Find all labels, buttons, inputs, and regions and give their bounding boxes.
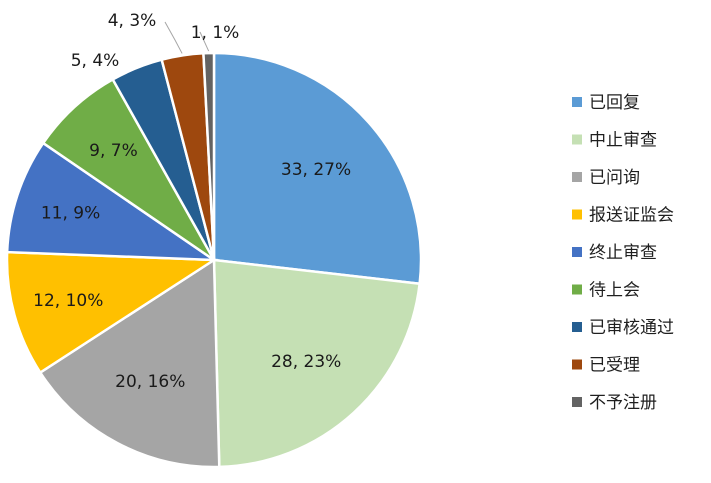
pie-slice-9: [202, 51, 216, 261]
legend-label-1: 已回复: [589, 93, 640, 113]
legend-swatch-9: [572, 397, 582, 407]
legend-swatch-7: [572, 322, 582, 332]
data-label-7: 5, 4%: [71, 51, 120, 71]
legend-label-6: 待上会: [589, 281, 640, 301]
legend-swatch-8: [572, 359, 582, 370]
data-label-9: 1, 1%: [191, 23, 240, 43]
leader-line-8: [164, 21, 183, 54]
legend-label-5: 终止审查: [589, 243, 657, 263]
legend-label-2: 中止审查: [589, 131, 657, 151]
data-label-2: 28, 23%: [271, 352, 341, 372]
legend-swatch-4: [572, 209, 582, 220]
data-labels: 33, 27% 28, 23% 20, 16% 12, 10% 11, 9% 9, 7% 5…: [33, 11, 351, 392]
pie-slices: [5, 51, 423, 469]
leader-line-9: [199, 31, 210, 52]
pie-slice-4: [5, 250, 218, 375]
legend-label-8: 已受理: [589, 356, 640, 376]
legend-label-7: 已审核通过: [589, 318, 674, 338]
pie-slice-3: [38, 257, 221, 469]
legend-label-9: 不予注册: [589, 393, 657, 413]
legend-label-3: 已问询: [589, 168, 640, 188]
legend-swatch-6: [572, 284, 582, 295]
legend-swatch-1: [572, 97, 582, 107]
data-label-4: 12, 10%: [33, 291, 103, 311]
pie-slice-2: [212, 258, 422, 469]
leader-lines: [164, 21, 210, 54]
data-label-5: 11, 9%: [41, 204, 100, 224]
legend-swatch-2: [572, 134, 582, 145]
legend-swatch-3: [572, 172, 582, 182]
data-label-6: 9, 7%: [89, 141, 138, 161]
data-label-1: 33, 27%: [281, 160, 351, 180]
legend-label-4: 报送证监会: [589, 206, 674, 226]
pie-slice-1: [212, 51, 423, 286]
data-label-8: 4, 3%: [108, 11, 157, 31]
pie-slice-5: [5, 141, 219, 262]
legend-swatch-5: [572, 247, 582, 257]
data-label-3: 20, 16%: [115, 372, 185, 392]
